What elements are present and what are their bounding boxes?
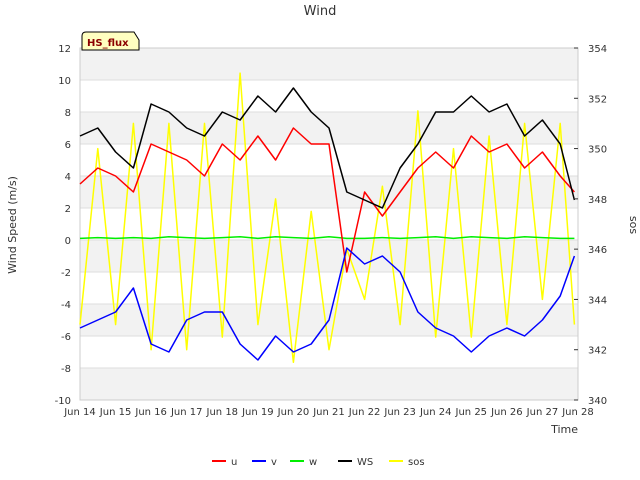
legend: u v w WS sos [212,457,425,468]
grid-band [80,80,578,112]
legend-label-sos: sos [408,457,425,468]
series-line-w [79,236,575,240]
y-tick-label: 10 [58,76,71,87]
y-tick-label: 8 [65,108,71,119]
x-tick-label: Jun 24 [419,407,452,418]
grid-band [80,208,578,240]
y2-tick-label: 354 [588,44,607,55]
legend-label-ws: WS [357,457,373,468]
y-tick-label: 0 [65,236,71,247]
y2-tick-label: 350 [588,145,607,156]
y-tick-label: -6 [61,332,71,343]
x-axis-label: Time [550,423,578,436]
x-axis: Jun 14 Jun 15 Jun 16 Jun 17 Jun 18 Jun 19 Jun … [63,407,594,418]
y-tick-label: 6 [65,140,71,151]
grid-band [80,240,578,272]
y-axis-label: Wind Speed (m/s) [6,176,19,274]
series-line-v [79,247,576,361]
y-axis-left: -10 -8 -6 -4 -2 0 2 4 6 8 10 12 [55,44,71,407]
y-tick-label: 4 [65,172,71,183]
x-tick-label: Jun 22 [348,407,381,418]
y2-tick-label: 352 [588,94,607,105]
legend-label-u: u [231,457,237,468]
y2-tick-label: 342 [588,346,607,357]
y2-tick-label: 344 [588,295,607,306]
y-tick-label: -10 [55,396,71,407]
grid-band [80,176,578,208]
x-tick-label: Jun 15 [99,407,132,418]
y-axis-right: 340 342 344 346 348 350 352 354 [574,44,607,407]
y-tick-label: -8 [61,364,71,375]
grid-band [80,48,578,80]
y2-axis-label: sos [627,216,640,234]
x-tick-label: Jun 18 [206,407,239,418]
x-tick-label: Jun 26 [490,407,523,418]
series-line-u [79,127,575,273]
x-tick-label: Jun 14 [63,407,96,418]
y2-tick-label: 340 [588,396,607,407]
grid-band [80,368,578,400]
y-tick-label: -2 [61,268,71,279]
badge-label: HS_flux [87,38,129,49]
x-tick-label: Jun 16 [134,407,167,418]
series-layer [79,72,576,364]
legend-label-v: v [271,457,277,468]
x-tick-label: Jun 21 [312,407,345,418]
legend-label-w: w [309,457,317,468]
series-line-sos [79,72,576,364]
x-tick-label: Jun 27 [526,407,559,418]
y-tick-label: 12 [58,44,71,55]
x-tick-label: Jun 23 [383,407,416,418]
grid-band [80,336,578,368]
hs-flux-badge: HS_flux [81,31,140,51]
y2-tick-label: 348 [588,195,607,206]
x-tick-label: Jun 17 [170,407,203,418]
x-tick-label: Jun 25 [455,407,488,418]
x-tick-label: Jun 28 [561,407,594,418]
plot-frame [79,47,579,401]
grid-band [80,272,578,304]
y2-tick-label: 346 [588,245,607,256]
y-tick-label: -4 [61,300,71,311]
x-tick-label: Jun 19 [241,407,274,418]
y-tick-label: 2 [65,204,71,215]
chart-title: Wind [304,4,337,19]
series-line-ws [79,87,576,209]
x-tick-label: Jun 20 [277,407,310,418]
